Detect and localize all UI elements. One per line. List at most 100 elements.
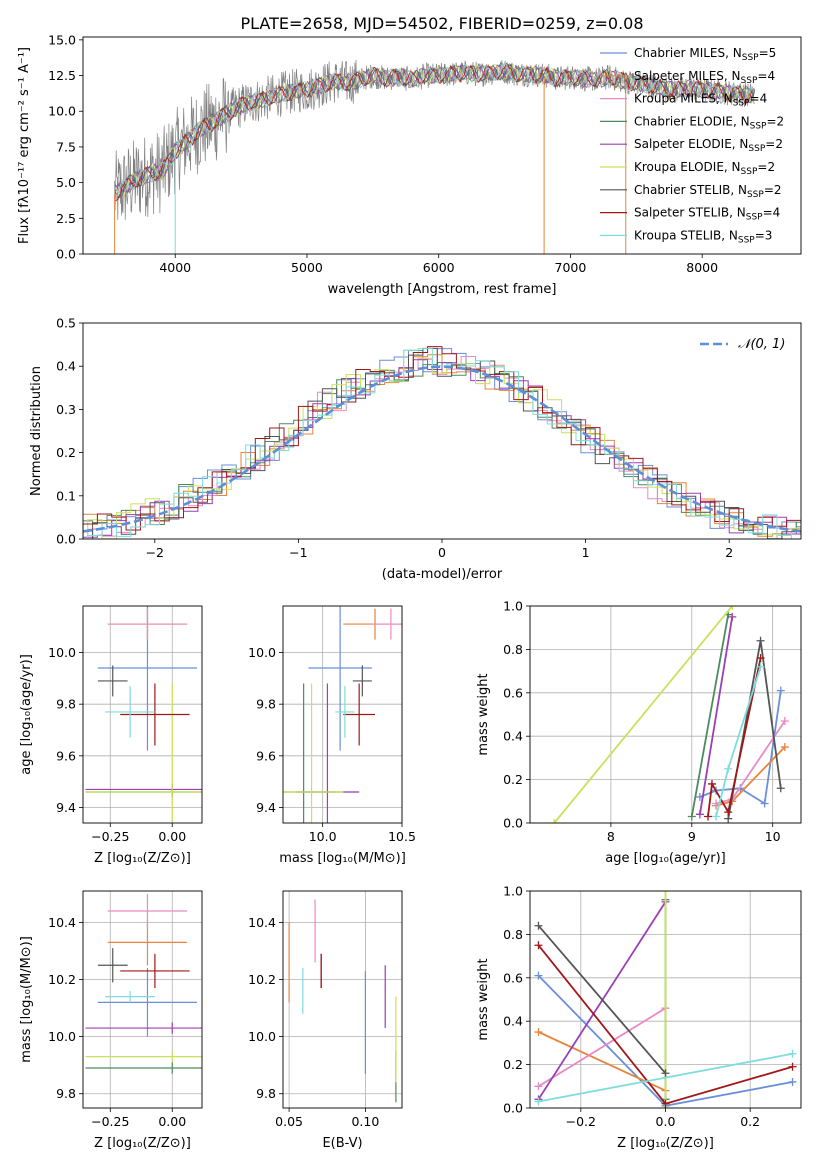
weight-marker [712, 812, 721, 821]
y-tick-label: 0.2 [503, 772, 523, 787]
y-axis-label: Flux [fλ10⁻¹⁷ erg cm⁻² s⁻¹ A⁻¹] [17, 47, 32, 244]
y-tick-label: 0.0 [56, 247, 76, 262]
x-axis-label: Z [log₁₀(Z/Z⊙)] [617, 1136, 714, 1151]
axes-frame [82, 890, 203, 1109]
y-tick-label: 0.8 [503, 927, 523, 942]
plot-area [114, 59, 756, 254]
x-tick-label: 0.00 [158, 1114, 186, 1129]
axes-frame [82, 36, 802, 255]
x-tick-label: 10.0 [309, 829, 337, 844]
weight-marker [756, 662, 765, 671]
x-tick-label: 2 [725, 545, 733, 560]
weight-line-salpeter-elodie [699, 616, 734, 815]
axes-frame [282, 890, 403, 1109]
x-axis-label: E(B-V) [322, 1136, 362, 1151]
y-tick-label: 0.8 [503, 642, 523, 657]
y-tick-label: 0.4 [503, 729, 523, 744]
weight-marker [788, 1049, 797, 1058]
x-tick-label: 9 [688, 829, 696, 844]
weight-marker [534, 971, 543, 980]
x-tick-label: 0.2 [740, 1114, 760, 1129]
legend-label: Chabrier STELIB, NSSP=2 [634, 183, 782, 200]
x-tick-label: 8 [607, 829, 615, 844]
axes-frame [282, 605, 403, 824]
weight-marker [788, 1077, 797, 1086]
weight-marker [756, 636, 765, 645]
y-tick-label: 10.2 [48, 972, 76, 987]
plot-area [534, 891, 797, 1108]
weight-marker [661, 1099, 670, 1108]
weight-marker [724, 808, 733, 817]
x-axis-label: (data-model)/error [382, 567, 503, 582]
axes-layer: 0.05 0.10 9.8 10.0 10.2 10.4 E(B-V) [248, 890, 403, 1151]
y-tick-label: 0.6 [503, 970, 523, 985]
model-line-chabrier-stelib [114, 63, 755, 199]
y-tick-label: 9.4 [256, 800, 276, 815]
legend-label: Kroupa ELODIE, NSSP=2 [634, 160, 775, 177]
x-tick-label: 10 [765, 829, 781, 844]
normal-curve [83, 365, 801, 533]
y-tick-label: 9.8 [256, 1086, 276, 1101]
y-tick-label: 9.8 [56, 1086, 76, 1101]
ebv-mass-panel: 0.05 0.10 9.8 10.0 10.2 10.4 E(B-V) [248, 890, 403, 1151]
y-tick-label: 0.3 [56, 402, 76, 417]
weight-line-kroupa-elodie [553, 606, 733, 823]
weight-marker [788, 1062, 797, 1071]
y-tick-label: 0.0 [503, 816, 523, 831]
weight-marker [695, 810, 704, 819]
weight-marker [661, 891, 670, 895]
x-tick-label: 8000 [686, 260, 718, 275]
legend-label: Chabrier ELODIE, NSSP=2 [634, 114, 784, 131]
x-tick-label: −2 [146, 545, 164, 560]
x-tick-label: −0.25 [91, 829, 129, 844]
y-tick-label: 2.5 [56, 211, 76, 226]
y-tick-label: 10.0 [48, 645, 76, 660]
weight-marker [728, 612, 737, 621]
y-tick-label: 10.0 [48, 1029, 76, 1044]
model-line-salpeter-elodie [114, 64, 755, 194]
x-tick-label: 0.0 [656, 1114, 676, 1129]
y-axis-label: mass [log₁₀(M/M⊙)] [19, 936, 34, 1063]
weight-marker [703, 812, 712, 821]
axes-layer: 4000 5000 6000 7000 8000 0.0 2.5 5.0 7.5 10.0 12.5… [17, 32, 802, 297]
x-tick-label: 7000 [555, 260, 587, 275]
axes-layer: −0.25 0.00 9.4 9.6 9.8 10.0 Z [log₁₀(Z/Z⊙)] age… [19, 605, 203, 866]
y-tick-label: 5.0 [56, 175, 76, 190]
weight-marker [661, 1069, 670, 1078]
axes-layer: −0.25 0.00 9.8 10.0 10.2 10.4 Z [log₁₀(Z/Z⊙)] m… [19, 890, 203, 1151]
weight-marker [550, 819, 559, 823]
weight-marker [534, 1082, 543, 1091]
weight-marker [534, 1097, 543, 1106]
x-tick-label: 1 [582, 545, 590, 560]
z-mass-panel: −0.25 0.00 9.8 10.0 10.2 10.4 Z [log₁₀(Z/Z⊙)] m… [19, 890, 203, 1151]
weight-marker [776, 686, 785, 695]
plot-area [85, 606, 202, 823]
z-weight-panel: −0.2 0.0 0.2 0.0 0.2 0.4 0.6 0.8 1.0 Z [log₁₀(Z/Z… [476, 884, 802, 1151]
weight-marker [780, 717, 789, 726]
y-tick-label: 0.4 [56, 359, 76, 374]
residuals-panel: −2 −1 0 1 2 0.0 0.1 0.2 0.3 0.4 0.5 (data-model)/er… [29, 316, 802, 582]
age-weight-panel: 8 9 10 0.0 0.2 0.4 0.6 0.8 1.0 age [log₁₀(age/yr)… [476, 599, 802, 866]
y-axis-label: mass weight [476, 958, 491, 1040]
y-tick-label: 10.0 [48, 104, 76, 119]
y-tick-label: 9.8 [256, 697, 276, 712]
weight-line-kroupa-miles [538, 1007, 666, 1088]
legend-label: Salpeter MILES, NSSP=4 [634, 69, 775, 86]
legend-label: Salpeter ELODIE, NSSP=2 [634, 137, 783, 154]
weight-marker [687, 812, 696, 821]
x-tick-label: 0.10 [351, 1114, 379, 1129]
y-tick-label: 1.0 [503, 599, 523, 614]
x-axis-label: wavelength [Angstrom, rest frame] [328, 282, 557, 297]
y-tick-label: 10.0 [248, 1029, 276, 1044]
y-tick-label: 9.8 [56, 697, 76, 712]
figure-title: PLATE=2658, MJD=54502, FIBERID=0259, z=0… [240, 14, 643, 33]
x-tick-label: 5000 [291, 260, 323, 275]
weight-marker [756, 654, 765, 663]
weight-marker [760, 799, 769, 808]
histogram-kroupa-elodie [87, 349, 801, 539]
axes-frame [529, 605, 802, 824]
y-tick-label: 0.5 [56, 316, 76, 331]
y-axis-label: age [log₁₀(age/yr)] [19, 654, 34, 775]
y-tick-label: 0.0 [56, 532, 76, 547]
x-axis-label: Z [log₁₀(Z/Z⊙)] [94, 851, 191, 866]
